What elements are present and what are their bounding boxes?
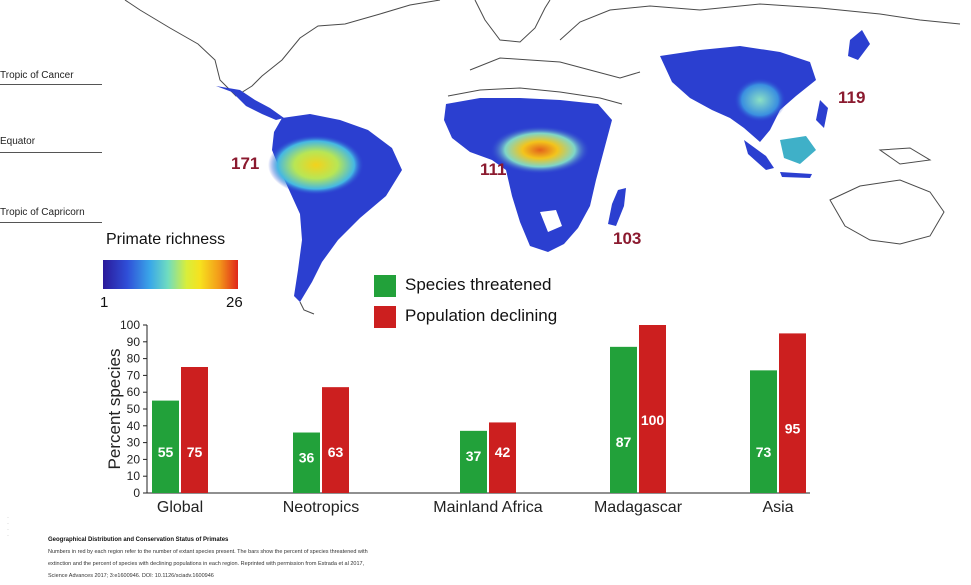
y-tick-label: 70 [127, 368, 141, 382]
y-tick-label: 50 [127, 402, 141, 416]
data-label-threatened: 73 [756, 444, 772, 460]
tropic-of-capricorn-label: Tropic of Capricorn [0, 207, 85, 218]
madagascar [608, 188, 626, 226]
equator-label: Equator [0, 136, 36, 147]
bar-threatened [750, 370, 777, 493]
bar-threatened [610, 346, 637, 493]
eurasia-outline [559, 3, 961, 41]
bar-declining [322, 387, 349, 493]
tropic-of-capricorn-line [0, 222, 102, 223]
south-america-tail [299, 301, 315, 315]
madagascar-species-count: 103 [613, 229, 642, 248]
europe-outline [469, 57, 641, 79]
africa-north-outline [447, 87, 623, 105]
africa-species-count: 111 [480, 160, 507, 179]
side-decoration: · · · · [7, 515, 9, 539]
data-label-declining: 63 [328, 444, 344, 460]
bar-threatened [152, 400, 179, 493]
richness-legend-title: Primate richness [106, 231, 226, 248]
asia-species-count: 119 [838, 88, 866, 107]
y-tick-label: 80 [127, 352, 141, 366]
data-label-threatened: 87 [616, 434, 632, 450]
caption-line-2: extinction and the percent of species wi… [48, 561, 365, 567]
data-label-threatened: 55 [158, 444, 174, 460]
legend-swatch-threatened [374, 275, 396, 297]
data-label-declining: 100 [641, 412, 665, 428]
bar-threatened [293, 432, 320, 493]
bar-declining [639, 325, 666, 493]
neotropics-species-count: 171 [231, 154, 260, 173]
y-tick-label: 40 [127, 419, 141, 433]
caption-title: Geographical Distribution and Conservati… [48, 537, 229, 543]
data-label-declining: 95 [785, 420, 801, 436]
y-tick-label: 100 [120, 318, 140, 332]
tropic-of-cancer-label: Tropic of Cancer [0, 70, 74, 81]
amazon-hotspot [268, 135, 364, 195]
legend-label-declining: Population declining [405, 306, 558, 325]
category-label: Global [157, 499, 203, 516]
data-label-threatened: 36 [299, 450, 315, 466]
caption-line-3: Science Advances 2017; 3:e1600946. DOI: … [48, 573, 214, 579]
bar-declining [181, 367, 208, 493]
java [780, 172, 812, 178]
legend-swatch-declining [374, 306, 396, 328]
category-label: Neotropics [283, 499, 359, 516]
southeast-asia-hotspot [734, 78, 786, 122]
bar-chart: 0 10 20 30 40 50 60 70 80 90 100 Percent species 55 7… [105, 318, 810, 516]
greenland-outline [474, 0, 551, 43]
legend-label-threatened: Species threatened [405, 275, 552, 294]
caption-line-1: Numbers in red by each region refer to t… [48, 549, 368, 555]
philippines [816, 100, 828, 128]
sumatra [744, 140, 774, 170]
central-america [216, 86, 284, 120]
kalahari-gap [540, 210, 562, 232]
category-label: Asia [762, 499, 793, 516]
richness-color-scale [103, 260, 238, 289]
equator-line [0, 152, 102, 153]
new-guinea-outline [878, 147, 932, 165]
y-tick-label: 60 [127, 385, 141, 399]
north-america-outline [124, 0, 441, 97]
bar-threatened [460, 430, 487, 493]
y-tick-label: 10 [127, 469, 141, 483]
tropic-of-cancer-line [0, 84, 102, 85]
australia-outline [829, 179, 945, 245]
figure-caption: Geographical Distribution and Conservati… [48, 534, 488, 582]
world-map [124, 0, 961, 315]
y-axis-title: Percent species [105, 349, 124, 470]
central-africa-hotspot [490, 126, 590, 174]
y-tick-label: 30 [127, 436, 141, 450]
richness-scale-max: 26 [226, 294, 243, 311]
borneo [780, 136, 816, 164]
y-tick-label: 20 [127, 452, 141, 466]
bar-declining [779, 333, 806, 493]
y-tick-label: 90 [127, 335, 141, 349]
y-tick-label: 0 [133, 486, 140, 500]
category-label: Madagascar [594, 499, 683, 516]
data-label-declining: 42 [495, 444, 511, 460]
category-label: Mainland Africa [433, 499, 542, 516]
data-label-declining: 75 [187, 444, 203, 460]
japan [848, 30, 870, 60]
bar-declining [489, 422, 516, 493]
data-label-threatened: 37 [466, 448, 482, 464]
richness-scale-min: 1 [100, 294, 109, 311]
